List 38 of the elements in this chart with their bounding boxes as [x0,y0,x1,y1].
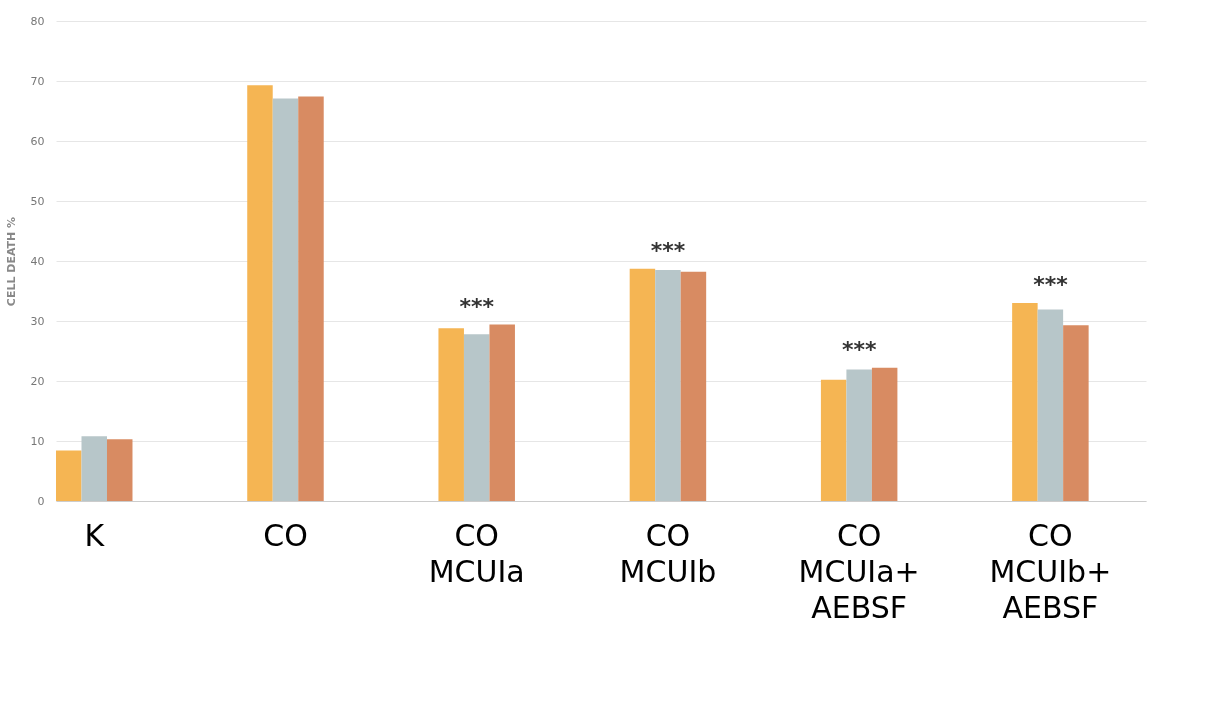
bar [272,98,299,501]
bar [846,369,872,501]
annotation: *** [459,293,495,319]
y-tick-label: 70 [30,74,45,88]
bar [298,96,324,501]
y-tick-label: 20 [30,374,45,388]
bar [1063,325,1089,501]
bar [56,450,82,501]
bar [489,324,515,501]
annotation: *** [841,336,877,362]
x-tick-label: CO MCUIa+ AEBSF [798,517,920,625]
bar [680,271,707,501]
y-tick-label: 40 [30,254,45,268]
y-tick-label: 50 [30,194,45,208]
bar [247,85,273,501]
bar [871,367,898,501]
y-tick-label: 30 [30,314,45,328]
bar [81,436,107,501]
bar [1037,309,1064,501]
bar [820,379,847,501]
bar [629,268,656,501]
x-tick-label: CO MCUIb [619,517,717,589]
bar [1012,303,1038,501]
y-axis-title: CELL DEATH % [4,216,18,307]
x-tick-label: K [84,517,106,553]
y-tick-label: 0 [37,494,45,508]
bar [106,439,133,501]
y-tick-label: 80 [30,14,45,28]
y-tick-label: 10 [30,434,45,448]
bar [463,334,490,501]
x-tick-label: CO MCUIb+ AEBSF [989,517,1112,625]
annotation: *** [1033,272,1069,297]
annotation: *** [650,237,686,263]
x-tick-label: CO [263,517,308,553]
y-tick-label: 60 [30,134,45,148]
bar [655,270,681,501]
x-tick-label: CO MCUIa [428,517,525,589]
bar [438,328,464,501]
